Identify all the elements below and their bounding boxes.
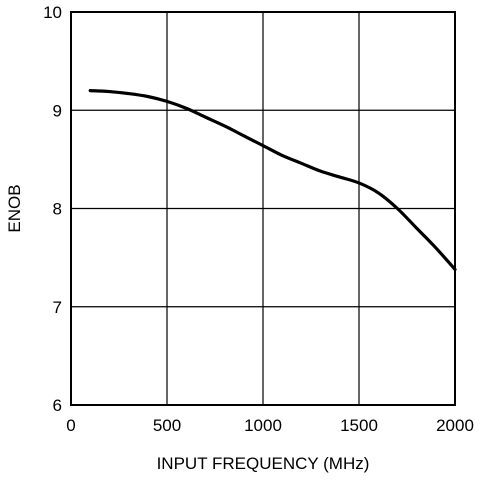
x-tick-label: 1000 — [244, 416, 282, 435]
y-tick-label: 9 — [53, 101, 62, 120]
series-layer — [88, 89, 457, 272]
x-tick-label: 2000 — [436, 416, 474, 435]
y-tick-labels: 6 7 8 9 10 — [43, 3, 62, 415]
grid — [71, 12, 455, 405]
plot-border — [70, 11, 456, 406]
y-tick-label: 6 — [53, 396, 62, 415]
x-tick-labels: 0 500 1000 1500 2000 — [66, 416, 474, 435]
enob-curve — [88, 89, 457, 272]
y-tick-label: 8 — [53, 200, 62, 219]
y-tick-label: 10 — [43, 3, 62, 22]
x-tick-label: 500 — [153, 416, 181, 435]
plot-frame — [70, 11, 456, 406]
y-tick-label: 7 — [53, 298, 62, 317]
x-tick-label: 0 — [66, 416, 75, 435]
x-axis-label: INPUT FREQUENCY (MHz) — [157, 454, 370, 473]
x-tick-label: 1500 — [340, 416, 378, 435]
y-axis-label: ENOB — [5, 184, 24, 232]
